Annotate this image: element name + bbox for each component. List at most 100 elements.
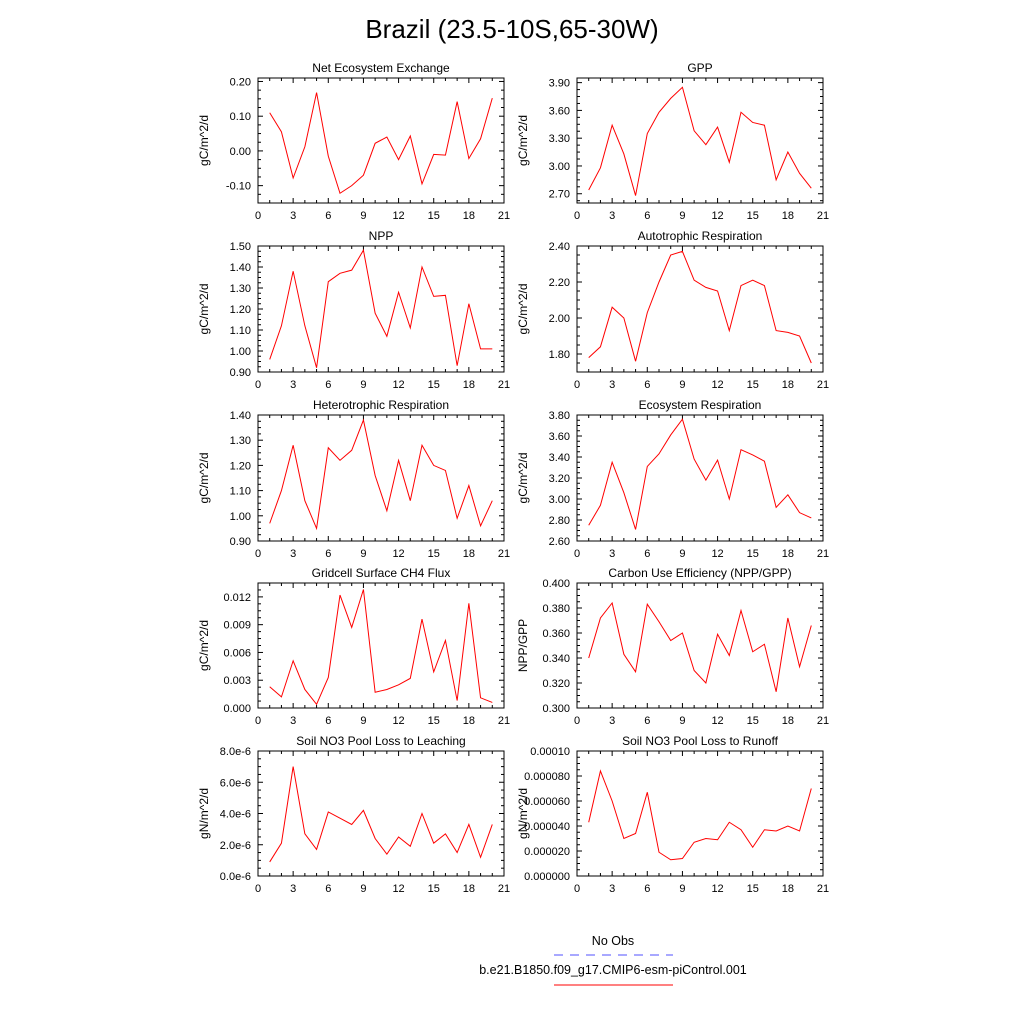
y-tick-label: 0.20 <box>230 76 251 88</box>
x-tick-label: 0 <box>574 883 580 895</box>
plot-frame <box>257 414 505 542</box>
x-tick-label: 0 <box>574 548 580 560</box>
y-tick-label: 1.30 <box>230 435 251 447</box>
x-tick-label: 21 <box>498 210 510 222</box>
x-tick-label: 21 <box>817 210 829 222</box>
x-tick-label: 3 <box>290 883 296 895</box>
x-tick-label: 6 <box>644 715 650 727</box>
panel-title: Ecosystem Respiration <box>639 398 762 412</box>
x-tick-label: 21 <box>817 379 829 391</box>
x-tick-label: 0 <box>255 548 261 560</box>
panel-title: Heterotrophic Respiration <box>313 398 449 412</box>
panel-gridcell-surface-ch4-flux: Gridcell Surface CH4 Flux 0 3 6 9 12 15 18 21 0.0… <box>197 566 510 727</box>
y-tick-label: 0.90 <box>230 367 251 379</box>
x-tick-label: 21 <box>817 548 829 560</box>
panel-net-ecosystem-exchange: Net Ecosystem Exchange 0 3 6 9 12 15 18 21 -0.10 0… <box>197 61 510 222</box>
x-tick-label: 6 <box>644 883 650 895</box>
x-tick-label: 0 <box>574 715 580 727</box>
x-tick-label: 0 <box>574 210 580 222</box>
x-tick-label: 12 <box>392 883 404 895</box>
y-tick-label: 0.380 <box>542 603 570 615</box>
y-tick-label: 0.90 <box>230 536 251 548</box>
x-tick-label: 3 <box>290 548 296 560</box>
y-axis-label: gC/m^2/d <box>197 284 211 335</box>
x-tick-label: 15 <box>747 883 759 895</box>
x-tick-label: 9 <box>679 883 685 895</box>
x-tick-label: 18 <box>782 379 794 391</box>
x-tick-label: 15 <box>428 548 440 560</box>
y-tick-label: 0.003 <box>223 675 251 687</box>
x-tick-label: 15 <box>747 548 759 560</box>
panel-title: Autotrophic Respiration <box>638 229 763 243</box>
x-tick-label: 12 <box>711 883 723 895</box>
x-tick-label: 9 <box>360 883 366 895</box>
x-tick-label: 6 <box>325 715 331 727</box>
y-tick-label: 0.000020 <box>524 846 570 858</box>
x-tick-label: 3 <box>609 379 615 391</box>
y-tick-label: 2.0e-6 <box>220 840 251 852</box>
y-tick-label: 1.80 <box>549 349 570 361</box>
x-tick-label: 12 <box>711 548 723 560</box>
y-tick-label: 2.00 <box>549 313 570 325</box>
panel-ecosystem-respiration: Ecosystem Respiration 0 3 6 9 12 15 18 21 2.60 2.8… <box>516 398 829 560</box>
y-tick-label: 3.90 <box>549 78 570 90</box>
y-tick-label: 1.00 <box>230 346 251 358</box>
y-tick-label: 0.360 <box>542 628 570 640</box>
y-axis-label: gN/m^2/d <box>516 788 530 839</box>
y-tick-label: 0.000080 <box>524 771 570 783</box>
x-tick-label: 0 <box>574 379 580 391</box>
x-tick-label: 9 <box>360 548 366 560</box>
x-tick-label: 9 <box>679 548 685 560</box>
panel-gpp: GPP 0 3 6 9 12 15 18 21 2.70 3.00 3.30 3.60 3.90 gC/m^… <box>516 61 829 222</box>
y-tick-label: 6.0e-6 <box>220 777 251 789</box>
y-tick-label: -0.10 <box>226 181 251 193</box>
x-tick-label: 6 <box>325 883 331 895</box>
legend: No Obs b.e21.B1850.f09_g17.CMIP6-esm-piC… <box>479 934 747 986</box>
x-tick-label: 9 <box>679 715 685 727</box>
x-tick-label: 6 <box>325 379 331 391</box>
y-axis-label: gC/m^2/d <box>516 115 530 166</box>
y-tick-label: 0.012 <box>223 592 251 604</box>
x-tick-label: 3 <box>609 715 615 727</box>
panel-autotrophic-respiration: Autotrophic Respiration 0 3 6 9 12 15 18 21 1.80 2… <box>516 229 829 391</box>
panel-heterotrophic-respiration: Heterotrophic Respiration 0 3 6 9 12 15 18 21 0.9… <box>197 398 510 560</box>
x-tick-label: 9 <box>679 379 685 391</box>
x-tick-label: 15 <box>747 715 759 727</box>
x-tick-label: 12 <box>392 715 404 727</box>
x-tick-label: 12 <box>711 379 723 391</box>
x-tick-label: 15 <box>428 210 440 222</box>
y-tick-label: 0.00010 <box>530 746 570 758</box>
plot-frame <box>576 414 824 542</box>
x-tick-label: 9 <box>360 715 366 727</box>
y-tick-label: 0.400 <box>542 578 570 590</box>
y-tick-label: 0.006 <box>223 647 251 659</box>
y-tick-label: 1.00 <box>230 511 251 523</box>
y-axis-label: gC/m^2/d <box>516 453 530 504</box>
x-tick-label: 0 <box>255 379 261 391</box>
plot-frame <box>257 245 505 373</box>
panel-title: GPP <box>687 61 712 75</box>
series-line-0 <box>588 250 812 364</box>
plot-frame <box>576 77 824 204</box>
y-axis-label: gC/m^2/d <box>516 284 530 335</box>
x-tick-label: 21 <box>498 883 510 895</box>
panel-title: Soil NO3 Pool Loss to Runoff <box>622 734 779 748</box>
y-tick-label: 0.10 <box>230 111 251 123</box>
x-tick-label: 9 <box>679 210 685 222</box>
x-tick-label: 9 <box>360 210 366 222</box>
panel-title: Soil NO3 Pool Loss to Leaching <box>296 734 465 748</box>
y-tick-label: 0.000000 <box>524 871 570 883</box>
x-tick-label: 3 <box>290 715 296 727</box>
y-tick-label: 0.00 <box>230 146 251 158</box>
panels: Net Ecosystem Exchange 0 3 6 9 12 15 18 21 -0.10 0… <box>197 61 829 895</box>
x-tick-label: 18 <box>463 883 475 895</box>
y-tick-label: 0.0e-6 <box>220 871 251 883</box>
plot-frame <box>576 750 824 877</box>
x-tick-label: 6 <box>644 210 650 222</box>
x-tick-label: 18 <box>463 548 475 560</box>
legend-label-model: b.e21.B1850.f09_g17.CMIP6-esm-piControl.… <box>479 963 747 977</box>
legend-label-no-obs: No Obs <box>592 934 634 948</box>
x-tick-label: 18 <box>463 210 475 222</box>
y-tick-label: 1.10 <box>230 325 251 337</box>
x-tick-label: 0 <box>255 883 261 895</box>
